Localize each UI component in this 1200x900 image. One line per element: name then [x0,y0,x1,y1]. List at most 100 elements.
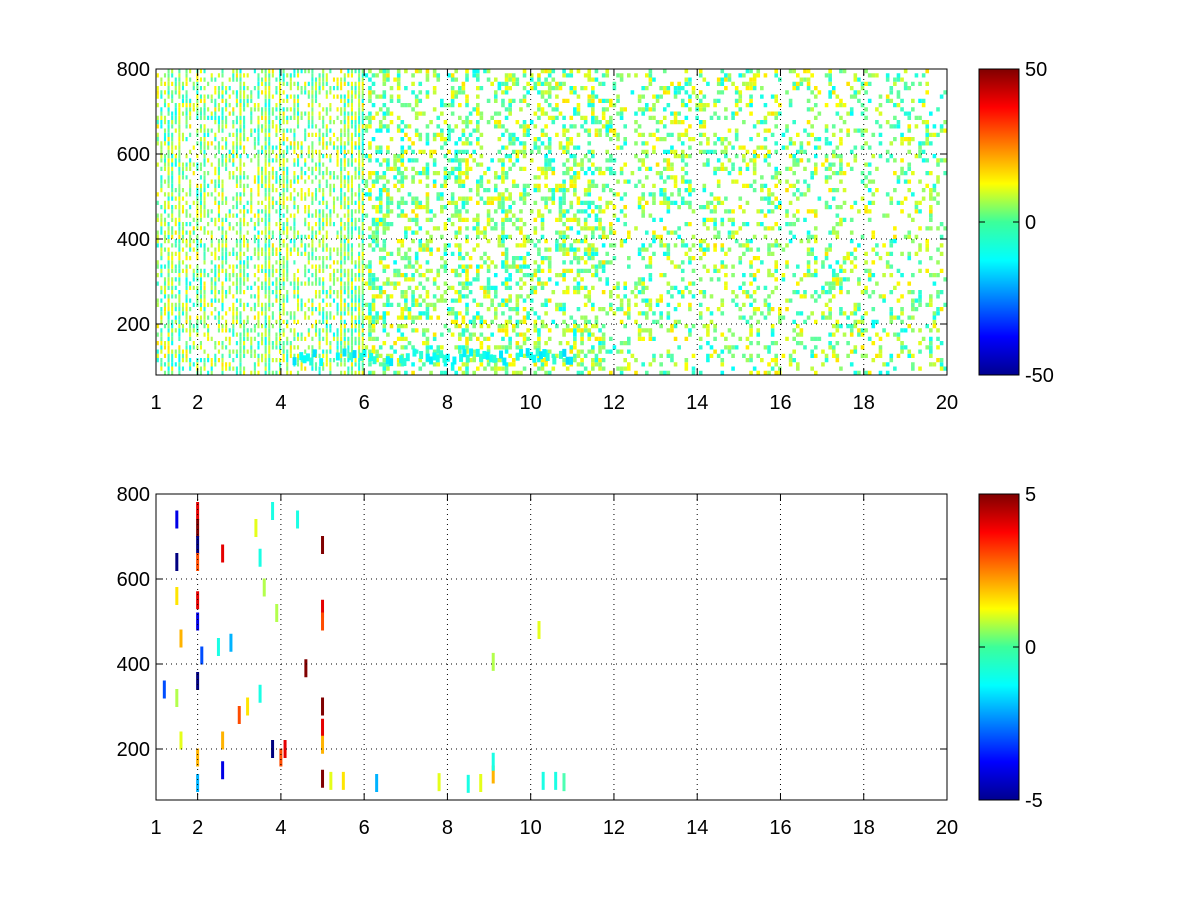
heatmap-cell [336,247,339,252]
heatmap-cell [318,77,321,82]
heatmap-cell [246,319,249,324]
heatmap-cell [389,86,394,91]
heatmap-cell [347,81,350,86]
heatmap-cell [185,73,188,78]
heatmap-cell [450,311,455,316]
heatmap-cell [264,247,267,252]
heatmap-cell [601,81,606,86]
heatmap-cell [300,366,303,371]
heatmap-cell [163,162,167,167]
heatmap-cell [307,94,310,99]
heatmap-cell [311,154,314,159]
heatmap-cell [414,200,419,205]
heatmap-cell [199,366,202,371]
heatmap-cell [232,311,235,316]
heatmap-cell [508,273,512,278]
heatmap-cell [210,73,213,78]
heatmap-cell [443,324,448,329]
heatmap-cell [569,69,574,74]
heatmap-cell [354,273,357,278]
heatmap-cell [634,111,638,116]
heatmap-cell [425,311,430,316]
heatmap-cell [648,77,653,82]
heatmap-cell [232,226,235,231]
heatmap-cell [634,141,638,146]
heatmap-cell [243,132,246,137]
heatmap-cell [440,98,444,103]
heatmap-cell [483,260,487,265]
heatmap-cell [160,149,163,154]
heatmap-cell [358,315,361,320]
heatmap-cell [289,73,292,78]
heatmap-cell [634,370,638,375]
heatmap-cell [318,209,321,214]
heatmap-cell [275,154,278,159]
heatmap-cell [322,213,325,218]
heatmap-cell [293,247,296,252]
heatmap-cell [368,158,372,163]
heatmap-cell [497,149,502,154]
heatmap-cell [547,209,552,214]
heatmap-cell [361,336,364,341]
heatmap-cell [347,302,350,307]
heatmap-cell [573,247,577,252]
heatmap-cell [343,107,346,112]
heatmap-cell [332,222,336,227]
heatmap-cell [329,183,332,188]
heatmap-cell [286,183,289,188]
heatmap-cell [286,349,289,354]
heatmap-cell [228,336,231,341]
heatmap-cell [612,243,617,248]
heatmap-cell [537,145,541,150]
heatmap-cell [178,349,181,354]
heatmap-cell [443,290,448,295]
heatmap-cell [587,73,592,78]
heatmap-cell [358,260,361,265]
heatmap-cell [185,192,188,197]
heatmap-cell [243,81,246,86]
heatmap-cell [243,171,246,176]
heatmap-cell [174,128,177,133]
heatmap-cell [486,336,491,341]
heatmap-cell [458,264,462,269]
heatmap-cell [214,103,217,108]
heatmap-cell [203,115,206,120]
heatmap-cell [192,324,195,329]
heatmap-cell [361,90,364,95]
heatmap-cell [322,145,325,150]
heatmap-cell [286,247,289,252]
heatmap-cell [465,362,469,367]
heatmap-cell [644,141,649,146]
heatmap-cell [296,115,300,120]
heatmap-cell [203,315,206,320]
heatmap-cell [300,145,303,150]
heatmap-cell [637,132,642,137]
heatmap-cell [386,69,390,74]
heatmap-cell [479,345,484,350]
heatmap-cell [264,132,267,137]
heatmap-cell [533,188,538,193]
heatmap-cell [221,358,224,363]
heatmap-cell [591,115,595,120]
heatmap-cell [454,77,459,82]
heatmap-cell [461,86,466,91]
heatmap-cell [641,277,645,282]
heatmap-cell [368,324,372,329]
heatmap-cell [282,302,285,307]
heatmap-cell [371,247,376,252]
heatmap-cell [246,137,249,142]
heatmap-cell [307,192,310,197]
heatmap-cell [167,307,170,312]
heatmap-cell [587,294,592,299]
heatmap-cell [358,73,361,78]
heatmap-cell [368,192,372,197]
heatmap-cell [307,222,310,227]
heatmap-cell [411,90,415,95]
heatmap-cell [648,256,653,261]
heatmap-cell [171,217,174,222]
heatmap-cell [300,234,303,239]
heatmap-cell [493,183,498,188]
heatmap-cell [418,149,423,154]
heatmap-cell [537,328,541,333]
heatmap-cell [214,188,217,193]
